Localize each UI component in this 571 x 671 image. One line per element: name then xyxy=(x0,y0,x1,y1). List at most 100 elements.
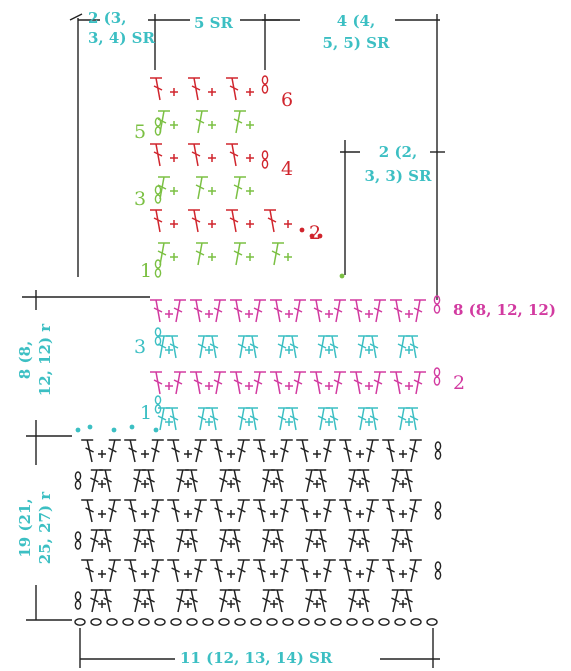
dc-stitch xyxy=(323,559,336,583)
sc-stitch xyxy=(227,600,235,608)
sc-stitch xyxy=(325,418,333,426)
dc-stitch xyxy=(293,371,306,395)
dc-stitch xyxy=(167,559,180,583)
dc-stitch xyxy=(124,439,137,463)
dc-stitch xyxy=(317,335,330,359)
chain-stitch xyxy=(154,404,162,414)
dc-stitch xyxy=(406,407,419,431)
dc-stitch xyxy=(185,589,198,613)
chain-stitch xyxy=(74,471,82,481)
dc-stitch xyxy=(108,559,121,583)
sc-stitch xyxy=(165,382,173,390)
dc-stitch xyxy=(108,439,121,463)
dc-stitch xyxy=(305,469,318,493)
dc-stitch xyxy=(188,143,201,167)
foundation-chain xyxy=(378,618,390,626)
chain-stitch xyxy=(261,75,269,85)
sc-stitch xyxy=(98,600,106,608)
dc-stitch xyxy=(271,242,284,266)
sc-stitch xyxy=(184,600,192,608)
dc-stitch xyxy=(264,209,277,233)
dc-stitch xyxy=(357,407,370,431)
sc-stitch xyxy=(356,570,364,578)
dc-stitch xyxy=(142,469,155,493)
sc-stitch xyxy=(285,346,293,354)
foundation-chain xyxy=(314,618,326,626)
sc-stitch xyxy=(205,418,213,426)
sc-stitch xyxy=(405,382,413,390)
dc-stitch xyxy=(185,469,198,493)
sc-stitch xyxy=(270,450,278,458)
slip-stitch xyxy=(309,233,315,239)
dc-stitch xyxy=(366,559,379,583)
dc-stitch xyxy=(150,77,163,101)
sc-stitch xyxy=(313,510,321,518)
dc-stitch xyxy=(326,335,339,359)
sc-stitch xyxy=(246,220,254,228)
chain-stitch xyxy=(434,441,442,451)
dc-stitch xyxy=(246,407,259,431)
sc-stitch xyxy=(98,510,106,518)
dc-stitch xyxy=(277,407,290,431)
dc-stitch xyxy=(173,299,186,323)
dc-stitch xyxy=(253,439,266,463)
dc-stitch xyxy=(194,439,207,463)
sc-stitch xyxy=(399,480,407,488)
dc-stitch xyxy=(90,469,103,493)
foundation-chain xyxy=(426,618,438,626)
dc-stitch xyxy=(133,529,146,553)
sc-stitch xyxy=(313,450,321,458)
sc-stitch xyxy=(313,600,321,608)
sc-stitch xyxy=(205,346,213,354)
sc-stitch xyxy=(141,570,149,578)
sc-stitch xyxy=(245,310,253,318)
dc-stitch xyxy=(233,110,246,134)
dc-stitch xyxy=(286,335,299,359)
dc-stitch xyxy=(314,529,327,553)
foundation-chain xyxy=(298,618,310,626)
dc-stitch xyxy=(271,529,284,553)
dc-stitch xyxy=(280,499,293,523)
chain-stitch xyxy=(154,336,162,346)
dc-stitch xyxy=(176,469,189,493)
chain-stitch xyxy=(154,117,162,127)
sc-stitch xyxy=(205,382,213,390)
dc-stitch xyxy=(228,469,241,493)
chain-stitch xyxy=(154,259,162,269)
dc-stitch xyxy=(237,499,250,523)
sc-stitch xyxy=(141,450,149,458)
dc-stitch xyxy=(190,371,203,395)
foundation-chain xyxy=(410,618,422,626)
chain-stitch xyxy=(261,150,269,160)
sc-stitch xyxy=(245,418,253,426)
sc-stitch xyxy=(141,600,149,608)
dc-stitch xyxy=(230,371,243,395)
dc-stitch xyxy=(150,143,163,167)
dc-stitch xyxy=(233,242,246,266)
dc-stitch xyxy=(280,559,293,583)
foundation-chain xyxy=(90,618,102,626)
row-number-5: 5 xyxy=(134,121,147,143)
dc-stitch xyxy=(213,371,226,395)
dc-stitch xyxy=(314,469,327,493)
sc-stitch xyxy=(246,187,254,195)
dc-stitch xyxy=(150,209,163,233)
dc-stitch xyxy=(151,499,164,523)
foundation-chain xyxy=(74,618,86,626)
dc-stitch xyxy=(151,559,164,583)
foundation-chain xyxy=(154,618,166,626)
sc-stitch xyxy=(325,346,333,354)
sc-stitch xyxy=(356,510,364,518)
dc-stitch xyxy=(296,559,309,583)
dim-top-left: 2 (3, 3, 4) SR xyxy=(88,9,155,47)
chain-stitch xyxy=(154,194,162,204)
chain-stitch xyxy=(74,600,82,610)
dc-stitch xyxy=(166,407,179,431)
sc-stitch xyxy=(285,382,293,390)
sc-stitch xyxy=(405,310,413,318)
dc-stitch xyxy=(197,335,210,359)
sc-stitch xyxy=(227,450,235,458)
dc-stitch xyxy=(382,559,395,583)
foundation-chain xyxy=(234,618,246,626)
foundation-chain xyxy=(202,618,214,626)
